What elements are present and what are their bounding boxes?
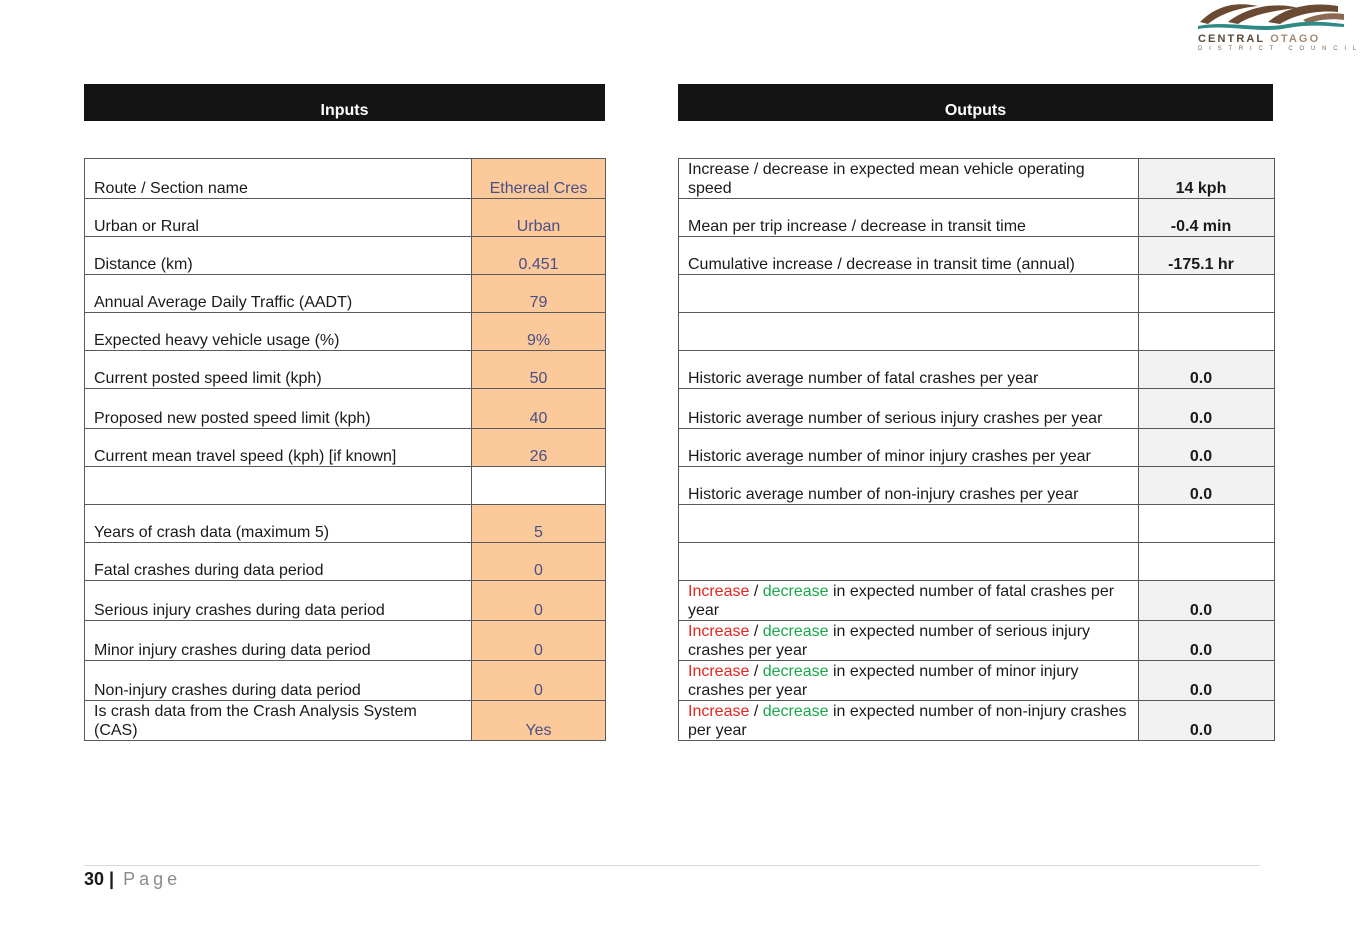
output-label — [678, 274, 1139, 313]
input-value[interactable] — [471, 466, 606, 505]
output-value — [1138, 504, 1275, 543]
table-row: Proposed new posted speed limit (kph) 40… — [84, 388, 1275, 429]
outputs-header: Outputs — [678, 84, 1273, 121]
input-label: Distance (km) — [84, 236, 472, 275]
input-value[interactable]: Ethereal Cres — [471, 158, 606, 199]
input-label: Minor injury crashes during data period — [84, 620, 472, 661]
input-label: Expected heavy vehicle usage (%) — [84, 312, 472, 351]
input-value[interactable]: 5 — [471, 504, 606, 543]
output-value: 0.0 — [1138, 700, 1275, 741]
output-label: Cumulative increase / decrease in transi… — [678, 236, 1139, 275]
input-value[interactable]: Yes — [471, 700, 606, 741]
output-label: Historic average number of minor injury … — [678, 428, 1139, 467]
input-value[interactable]: 0 — [471, 542, 606, 581]
output-value — [1138, 274, 1275, 313]
input-label — [84, 466, 472, 505]
logo-wordmark: CENTRAL OTAGO — [1198, 33, 1321, 45]
input-label: Serious injury crashes during data perio… — [84, 580, 472, 621]
output-value: 0.0 — [1138, 580, 1275, 621]
input-label: Urban or Rural — [84, 198, 472, 237]
output-value: -0.4 min — [1138, 198, 1275, 237]
table-row: Route / Section name Ethereal Cres Incre… — [84, 158, 1275, 199]
input-value[interactable]: 0 — [471, 620, 606, 661]
output-value — [1138, 312, 1275, 351]
page-footer: 30 | Page — [84, 869, 181, 890]
input-value[interactable]: 0 — [471, 580, 606, 621]
page-label: Page — [123, 869, 182, 889]
table-row: Annual Average Daily Traffic (AADT) 79 — [84, 274, 1275, 313]
input-label: Non-injury crashes during data period — [84, 660, 472, 701]
table-row: Fatal crashes during data period 0 — [84, 542, 1275, 581]
input-label: Current posted speed limit (kph) — [84, 350, 472, 389]
table-row: Urban or Rural Urban Mean per trip incre… — [84, 198, 1275, 237]
output-label: Increase / decrease in expected number o… — [678, 700, 1139, 741]
input-label: Proposed new posted speed limit (kph) — [84, 388, 472, 429]
page-number: 30 — [84, 869, 105, 889]
inputs-header: Inputs — [84, 84, 605, 121]
table-row: Years of crash data (maximum 5) 5 — [84, 504, 1275, 543]
table-row: Is crash data from the Crash Analysis Sy… — [84, 700, 1275, 741]
table-row: Current mean travel speed (kph) [if know… — [84, 428, 1275, 467]
input-label: Route / Section name — [84, 158, 472, 199]
input-value[interactable]: 79 — [471, 274, 606, 313]
input-label: Years of crash data (maximum 5) — [84, 504, 472, 543]
output-label: Increase / decrease in expected number o… — [678, 580, 1139, 621]
input-label: Current mean travel speed (kph) [if know… — [84, 428, 472, 467]
output-label: Increase / decrease in expected number o… — [678, 620, 1139, 661]
output-label — [678, 504, 1139, 543]
output-label: Historic average number of non-injury cr… — [678, 466, 1139, 505]
input-label: Is crash data from the Crash Analysis Sy… — [84, 700, 472, 741]
logo-subtitle: DISTRICT COUNCIL — [1198, 46, 1360, 52]
output-value: 0.0 — [1138, 466, 1275, 505]
footer-divider — [84, 865, 1260, 866]
output-value: 0.0 — [1138, 660, 1275, 701]
input-label: Annual Average Daily Traffic (AADT) — [84, 274, 472, 313]
output-label: Historic average number of serious injur… — [678, 388, 1139, 429]
output-value — [1138, 542, 1275, 581]
output-value: 14 kph — [1138, 158, 1275, 199]
output-value: -175.1 hr — [1138, 236, 1275, 275]
output-label — [678, 312, 1139, 351]
input-value[interactable]: 50 — [471, 350, 606, 389]
table-row: Current posted speed limit (kph) 50 Hist… — [84, 350, 1275, 389]
council-logo: CENTRAL OTAGO DISTRICT COUNCIL — [1198, 0, 1360, 56]
logo-mark-icon — [1198, 4, 1344, 30]
speed-assessment-table: Route / Section name Ethereal Cres Incre… — [84, 158, 1275, 741]
input-label: Fatal crashes during data period — [84, 542, 472, 581]
input-value[interactable]: 0.451 — [471, 236, 606, 275]
input-value[interactable]: 9% — [471, 312, 606, 351]
output-label: Increase / decrease in expected mean veh… — [678, 158, 1139, 199]
table-row: Serious injury crashes during data perio… — [84, 580, 1275, 621]
table-row: Minor injury crashes during data period … — [84, 620, 1275, 661]
input-value[interactable]: Urban — [471, 198, 606, 237]
output-value: 0.0 — [1138, 350, 1275, 389]
output-value: 0.0 — [1138, 428, 1275, 467]
output-value: 0.0 — [1138, 388, 1275, 429]
input-value[interactable]: 26 — [471, 428, 606, 467]
table-row: Non-injury crashes during data period 0 … — [84, 660, 1275, 701]
output-label — [678, 542, 1139, 581]
input-value[interactable]: 0 — [471, 660, 606, 701]
output-label: Increase / decrease in expected number o… — [678, 660, 1139, 701]
table-row: Historic average number of non-injury cr… — [84, 466, 1275, 505]
footer-separator: | — [109, 869, 115, 889]
output-label: Mean per trip increase / decrease in tra… — [678, 198, 1139, 237]
output-value: 0.0 — [1138, 620, 1275, 661]
output-label: Historic average number of fatal crashes… — [678, 350, 1139, 389]
table-row: Distance (km) 0.451 Cumulative increase … — [84, 236, 1275, 275]
input-value[interactable]: 40 — [471, 388, 606, 429]
table-row: Expected heavy vehicle usage (%) 9% — [84, 312, 1275, 351]
